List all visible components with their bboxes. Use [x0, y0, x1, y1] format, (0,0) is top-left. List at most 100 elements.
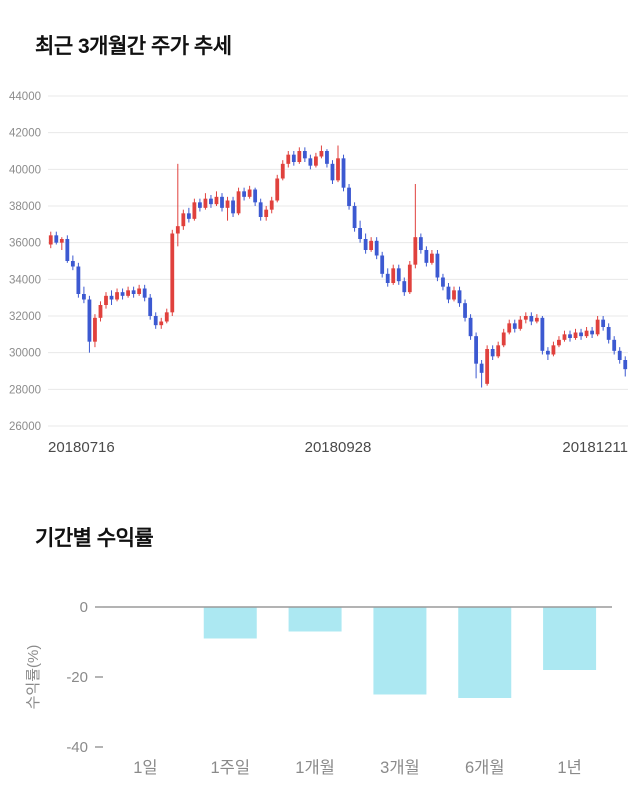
candle-body	[242, 191, 246, 197]
returns-bar-chart: 0 -20 -40 수익률(%) 1일 1주일 1개월 3개월 6개월 1년	[25, 599, 612, 777]
candle-body	[347, 187, 351, 206]
candle-body	[446, 286, 451, 300]
candle-body	[452, 290, 456, 300]
candle-body	[253, 189, 258, 203]
candle-body	[617, 350, 622, 360]
candle-body	[264, 209, 269, 217]
candle-body	[407, 264, 412, 293]
y-tick-label: -20	[66, 669, 88, 686]
candle-body	[70, 261, 75, 267]
gridlines	[48, 95, 628, 427]
candle-body	[314, 156, 318, 166]
candle-body	[76, 266, 81, 294]
candle-body	[358, 228, 362, 239]
candle-body	[369, 240, 374, 250]
candle-body	[546, 350, 550, 355]
candle-body	[590, 330, 594, 335]
candle-body	[512, 323, 517, 329]
return-bar	[543, 607, 597, 670]
candle-body	[236, 191, 241, 214]
candle-body	[115, 292, 119, 300]
candle-body	[441, 277, 445, 287]
candle-body	[573, 332, 578, 338]
candle-body	[380, 255, 385, 274]
candle-body	[501, 332, 506, 346]
candle-body	[98, 305, 103, 318]
candle-body	[490, 349, 495, 357]
price-candlestick-chart: 26000 28000 30000 32000 34000 36000 38000 40000…	[9, 91, 628, 456]
y-tick-label: 0	[80, 599, 88, 616]
candle-body	[225, 200, 230, 208]
candle-body	[391, 268, 396, 283]
candle-body	[595, 319, 600, 335]
category-label: 1일	[133, 758, 157, 777]
candle-body	[479, 363, 484, 373]
candle-body	[159, 321, 164, 326]
candle-body	[518, 319, 523, 329]
x-tick-label: 20180928	[305, 439, 372, 456]
candle-body	[336, 158, 340, 181]
candle-body	[59, 239, 64, 243]
candle-body	[507, 323, 512, 333]
candle-body	[220, 196, 224, 208]
x-tick-label: 20181211	[562, 439, 628, 456]
y-axis-ticks: 0 -20 -40	[66, 599, 103, 756]
category-labels: 1일 1주일 1개월 3개월 6개월 1년	[133, 758, 582, 777]
candle-body	[325, 151, 329, 164]
candle-body	[579, 332, 583, 337]
y-tick-label: 34000	[9, 274, 41, 286]
candle-body	[275, 178, 280, 201]
candle-body	[319, 151, 324, 157]
candle-body	[457, 290, 462, 304]
candle-body	[374, 240, 379, 256]
return-bar	[203, 607, 257, 639]
candle-body	[153, 316, 158, 326]
candle-body	[120, 292, 125, 296]
category-label: 6개월	[465, 758, 505, 777]
candles	[48, 145, 628, 388]
returns-chart-title: 기간별 수익률	[35, 527, 154, 550]
candle-body	[352, 206, 357, 228]
candle-body	[214, 196, 219, 205]
candle-body	[109, 295, 114, 300]
y-tick-label: 26000	[9, 421, 41, 433]
category-label: 1개월	[295, 758, 335, 777]
candle-body	[54, 235, 59, 243]
x-axis-tick-labels: 20180716 20180928 20181211	[48, 439, 628, 456]
y-tick-label: 42000	[9, 128, 41, 140]
candle-body	[82, 294, 86, 300]
y-tick-label: 44000	[9, 91, 41, 103]
candle-body	[584, 330, 589, 337]
y-tick-label: 36000	[9, 238, 41, 250]
candle-body	[402, 281, 407, 293]
candle-body	[280, 163, 285, 179]
candle-body	[557, 339, 561, 346]
y-tick-label: 30000	[9, 348, 41, 360]
candle-body	[529, 316, 534, 322]
candle-body	[65, 239, 70, 261]
candle-body	[192, 202, 197, 219]
candle-body	[203, 198, 208, 208]
candle-body	[424, 250, 429, 263]
candle-body	[523, 316, 528, 320]
candle-body	[385, 273, 390, 283]
candle-body	[247, 189, 252, 197]
candle-body	[148, 297, 153, 316]
candle-body	[330, 163, 335, 181]
candle-body	[474, 336, 478, 364]
candle-body	[363, 239, 368, 250]
candle-body	[562, 334, 567, 340]
candle-body	[612, 339, 617, 351]
candle-body	[551, 345, 556, 355]
candle-body	[209, 198, 213, 205]
candle-body	[463, 303, 467, 318]
candle-body	[131, 290, 136, 294]
bars	[203, 607, 597, 698]
candle-body	[534, 317, 539, 322]
y-axis-tick-labels: 26000 28000 30000 32000 34000 36000 38000 40000…	[9, 91, 41, 433]
category-label: 1년	[557, 758, 581, 777]
candle-body	[341, 158, 346, 188]
y-tick-label: -40	[66, 739, 88, 756]
candle-body	[87, 299, 92, 342]
